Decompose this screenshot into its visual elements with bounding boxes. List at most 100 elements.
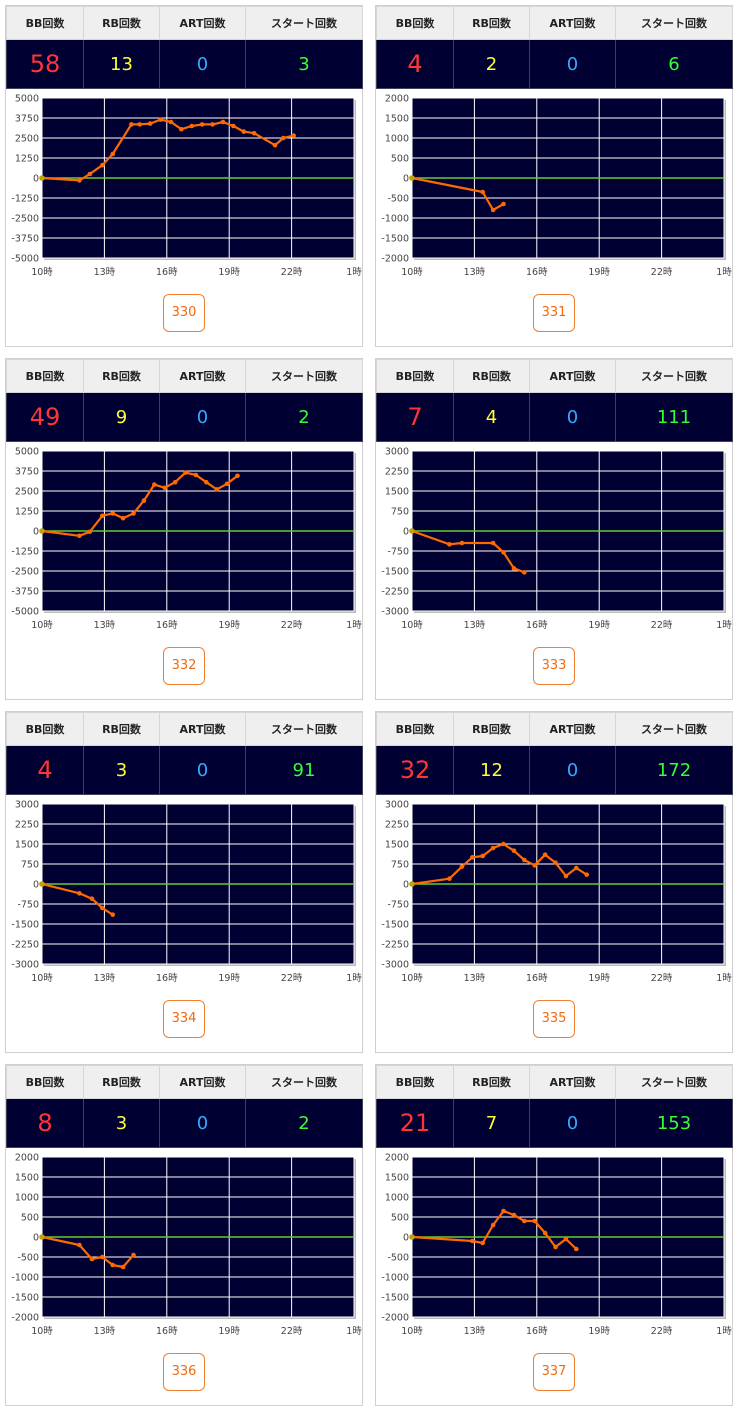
data-point [511, 566, 517, 571]
x-tick-label: 1時 [346, 620, 362, 631]
y-tick-label: -1500 [381, 567, 409, 578]
data-point [183, 470, 188, 475]
start-header: スタート回数 [615, 712, 733, 746]
data-point [470, 1238, 475, 1244]
y-tick-label: -1500 [11, 920, 39, 931]
x-tick-label: 19時 [218, 267, 240, 278]
machine-number-button[interactable]: 332 [163, 647, 205, 685]
y-tick-label: 750 [391, 860, 409, 871]
data-point [179, 126, 184, 132]
art-count: 0 [529, 745, 616, 795]
data-point [574, 1246, 579, 1252]
balance-chart: 3000 2250 1500 750 0 -750 -1500 -2250 -3000 10時 13… [381, 800, 732, 985]
art-header: ART回数 [159, 6, 246, 40]
machine-number-button[interactable]: 337 [533, 1353, 575, 1391]
y-tick-label: 0 [33, 880, 39, 891]
data-point [110, 1262, 116, 1268]
x-tick-label: 13時 [464, 1326, 486, 1337]
machine-number-button[interactable]: 336 [163, 1353, 205, 1391]
art-header: ART回数 [529, 359, 616, 393]
x-tick-label: 16時 [156, 267, 178, 278]
machine-card: BB回数 RB回数 ART回数 スタート回数 32 12 0 172 335 3000 2250 15… [375, 711, 733, 1053]
machine-card: BB回数 RB回数 ART回数 スタート回数 7 4 0 111 333 3000 2250 1500… [375, 358, 733, 700]
data-point [110, 151, 116, 157]
data-point [409, 175, 415, 181]
bb-count: 32 [376, 745, 454, 795]
x-tick-label: 13時 [94, 1326, 116, 1337]
art-header: ART回数 [529, 1065, 616, 1099]
start-header: スタート回数 [615, 359, 733, 393]
y-tick-label: 0 [33, 1233, 39, 1244]
data-point [141, 498, 147, 503]
x-tick-label: 22時 [281, 1326, 303, 1337]
data-point [574, 865, 579, 871]
data-point [131, 511, 136, 516]
data-point [501, 201, 506, 207]
data-point [511, 1212, 517, 1218]
data-point [522, 1218, 527, 1224]
y-tick-label: -2000 [11, 1313, 39, 1324]
x-tick-label: 10時 [401, 620, 423, 631]
y-tick-label: 5000 [15, 94, 39, 105]
y-tick-label: -5000 [11, 254, 39, 265]
data-point [553, 1244, 558, 1250]
data-point [470, 855, 475, 860]
x-tick-label: 19時 [218, 620, 240, 631]
data-point [224, 481, 230, 487]
y-tick-label: -2250 [381, 940, 409, 951]
data-point [490, 845, 496, 851]
start-header: スタート回数 [245, 1065, 363, 1099]
bb-header: BB回数 [376, 1065, 454, 1099]
y-tick-label: 1250 [15, 154, 39, 165]
x-tick-label: 16時 [526, 267, 548, 278]
data-point [87, 171, 93, 177]
y-tick-label: -500 [17, 1253, 39, 1264]
x-tick-label: 1時 [716, 1326, 732, 1337]
rb-header: RB回数 [453, 6, 530, 40]
machine-number-button[interactable]: 335 [533, 1000, 575, 1038]
data-point [120, 515, 126, 521]
stats-table: BB回数 RB回数 ART回数 スタート回数 58 13 0 3 [6, 6, 363, 89]
y-tick-label: 500 [21, 1213, 39, 1224]
data-point [100, 905, 105, 911]
x-tick-label: 10時 [31, 267, 53, 278]
data-point [480, 1240, 486, 1246]
data-point [220, 119, 226, 125]
machine-number-button[interactable]: 331 [533, 294, 575, 332]
x-tick-label: 22時 [281, 267, 303, 278]
data-point [522, 570, 527, 575]
start-count: 111 [615, 392, 733, 442]
data-point [522, 857, 527, 863]
data-point [100, 162, 105, 168]
y-tick-label: 1250 [15, 507, 39, 518]
y-tick-label: 3000 [385, 800, 409, 811]
y-tick-label: -3000 [381, 607, 409, 618]
balance-chart: 5000 3750 2500 1250 0 -1250 -2500 -3750 -5000 10時… [11, 447, 362, 632]
x-tick-label: 22時 [281, 620, 303, 631]
data-point [251, 130, 257, 136]
x-tick-label: 22時 [281, 973, 303, 984]
x-tick-label: 1時 [716, 620, 732, 631]
x-tick-label: 16時 [526, 1326, 548, 1337]
y-tick-label: -2500 [11, 214, 39, 225]
y-tick-label: 1500 [385, 487, 409, 498]
machine-number-button[interactable]: 330 [163, 294, 205, 332]
y-tick-label: -1500 [11, 1293, 39, 1304]
y-tick-label: -3750 [11, 234, 39, 245]
rb-header: RB回数 [453, 1065, 530, 1099]
y-tick-label: 500 [391, 1213, 409, 1224]
machine-number-button[interactable]: 333 [533, 647, 575, 685]
data-point [511, 848, 517, 853]
art-count: 0 [529, 39, 616, 89]
data-point [490, 207, 496, 213]
art-header: ART回数 [529, 6, 616, 40]
y-tick-label: 1500 [385, 840, 409, 851]
rb-header: RB回数 [453, 359, 530, 393]
machine-number-button[interactable]: 334 [163, 1000, 205, 1038]
y-tick-label: -2500 [11, 567, 39, 578]
y-tick-label: 0 [33, 174, 39, 185]
x-tick-label: 19時 [218, 1326, 240, 1337]
data-point [110, 912, 116, 917]
bb-count: 21 [376, 1098, 454, 1148]
art-header: ART回数 [159, 359, 246, 393]
